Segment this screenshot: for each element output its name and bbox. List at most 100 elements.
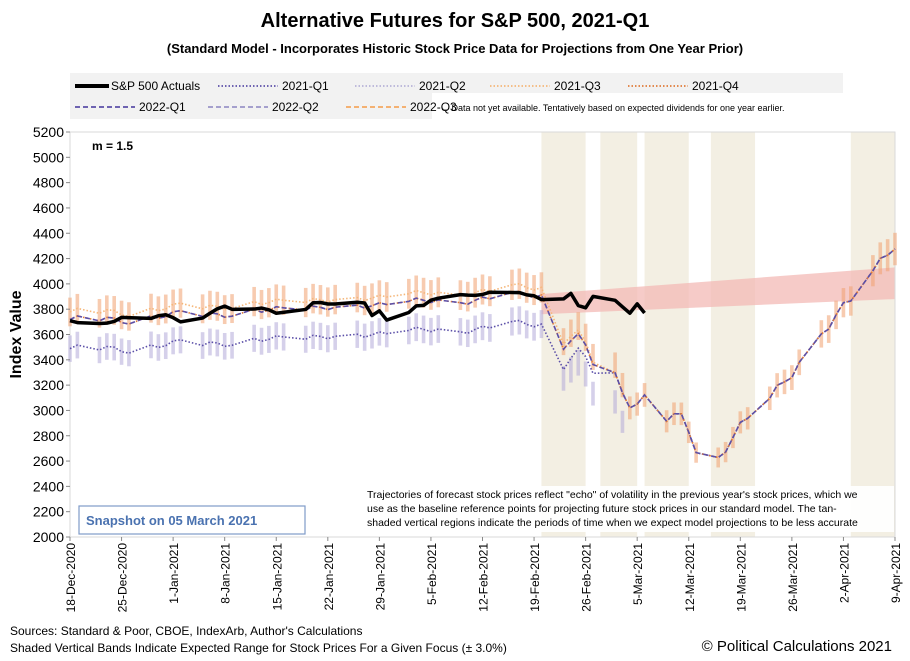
focus-range-bar <box>465 319 470 348</box>
focus-range-bar <box>259 327 264 355</box>
focus-range-bar <box>569 319 573 347</box>
x-tick-label: 15-Jan-2021 <box>270 543 284 611</box>
annotation-line: shaded vertical regions indicate the per… <box>367 517 858 529</box>
y-tick-label: 4600 <box>33 200 64 216</box>
focus-range-bar <box>613 390 617 414</box>
focus-range-bar <box>458 318 463 346</box>
focus-range-bar <box>333 284 337 315</box>
focus-range-bar <box>620 410 625 433</box>
y-tick-label: 3800 <box>33 301 64 317</box>
focus-range-bar <box>208 290 212 320</box>
focus-range-bar <box>591 343 595 370</box>
annotation-line: use as the baseline reference points for… <box>367 503 837 515</box>
tan-region-2 <box>644 132 689 537</box>
series-sp500-actuals <box>69 290 646 326</box>
legend-label-2022-Q3: 2022-Q3 <box>410 100 457 114</box>
y-tick-label: 4000 <box>33 276 64 292</box>
x-tick-label: 9-Apr-2021 <box>889 543 903 603</box>
focus-range-bar <box>97 298 102 328</box>
focus-range-bar <box>414 275 419 306</box>
focus-range-bar <box>208 328 212 356</box>
focus-range-bar <box>318 285 323 315</box>
series-2022-Q1 <box>69 248 896 459</box>
snapshot-box <box>78 505 306 535</box>
legend-background <box>70 73 843 93</box>
y-tick-label: 3000 <box>33 402 64 418</box>
focus-range-bar <box>178 326 183 354</box>
legend-background-row2 <box>70 93 432 119</box>
focus-range-bar <box>326 287 330 317</box>
focus-range-bar <box>362 323 367 351</box>
focus-range-bar <box>524 272 529 303</box>
tan-region-4 <box>850 132 895 537</box>
focus-range-bar <box>569 357 573 383</box>
x-tick-label: 8-Jan-2021 <box>219 543 233 604</box>
x-tick-label: 29-Jan-2021 <box>373 543 387 611</box>
copyright: © Political Calculations 2021 <box>701 638 892 655</box>
focus-range-bar <box>480 274 485 305</box>
legend-label-2022-Q1: 2022-Q1 <box>139 100 186 114</box>
focus-range-bar <box>326 325 330 353</box>
focus-range-bar <box>156 296 161 326</box>
focus-range-bar <box>517 268 522 299</box>
snapshot-label: Snapshot on 05 March 2021 <box>86 513 257 528</box>
tan-region-3 <box>710 132 756 537</box>
bands-note: Shaded Vertical Bands Indicate Expected … <box>10 641 507 655</box>
legend-label-2021-Q3: 2021-Q3 <box>554 79 601 93</box>
focus-range-bar <box>222 332 227 360</box>
focus-range-bar <box>318 322 323 351</box>
focus-range-bar <box>333 322 337 350</box>
focus-range-bar <box>281 323 286 351</box>
focus-range-bar <box>119 338 124 365</box>
y-tick-label: 4400 <box>33 225 64 241</box>
x-tick-label: 26-Mar-2021 <box>786 543 800 612</box>
tan-region-1 <box>600 132 638 537</box>
legend-label-S&P 500 Actuals: S&P 500 Actuals <box>111 79 200 93</box>
focus-range-bar <box>407 278 411 309</box>
focus-range-bar <box>407 316 411 345</box>
focus-range-bar <box>215 329 220 357</box>
focus-range-bar <box>488 314 492 342</box>
focus-range-bar <box>561 365 566 391</box>
focus-range-bar <box>524 310 529 339</box>
y-tick-label: 2000 <box>33 529 64 545</box>
focus-range-bar <box>716 447 721 468</box>
x-tick-label: 1-Jan-2021 <box>167 543 181 604</box>
focus-range-bar <box>370 321 374 349</box>
focus-range-bar <box>303 325 308 353</box>
focus-range-bar <box>583 361 588 387</box>
focus-range-bar <box>252 286 256 317</box>
x-tick-label: 26-Feb-2021 <box>580 543 594 612</box>
focus-range-bar <box>362 285 367 316</box>
focus-range-bar <box>97 336 102 364</box>
focus-range-bar <box>68 297 72 327</box>
x-tick-label: 2-Apr-2021 <box>837 543 851 603</box>
annotation-line: Trajectories of forecast stock prices re… <box>367 489 858 501</box>
focus-range-bar <box>149 293 153 323</box>
legend-note: ← Data not yet available. Tentatively ba… <box>440 103 785 113</box>
focus-range-bar <box>421 315 426 344</box>
y-tick-label: 4200 <box>33 251 64 267</box>
annotation-bg <box>364 486 894 532</box>
y-tick-label: 2800 <box>33 428 64 444</box>
focus-range-bar <box>480 312 485 341</box>
focus-range-bar <box>583 323 588 351</box>
focus-range-bar <box>274 322 279 350</box>
focus-range-bar <box>281 285 286 315</box>
focus-range-bar <box>790 365 794 390</box>
y-tick-label: 2400 <box>33 478 64 494</box>
y-tick-label: 2200 <box>33 504 64 520</box>
x-tick-label: 22-Jan-2021 <box>322 543 336 611</box>
focus-range-bar <box>414 313 419 342</box>
focus-range-bar <box>156 334 161 361</box>
focus-range-bar <box>591 381 595 406</box>
focus-range-bar <box>171 327 175 355</box>
x-tick-label: 12-Mar-2021 <box>683 543 697 612</box>
focus-range-bar <box>377 280 382 311</box>
focus-range-bar <box>259 289 264 320</box>
focus-range-bar <box>149 331 153 359</box>
x-tick-label: 25-Dec-2020 <box>116 543 130 613</box>
y-tick-label: 5200 <box>33 124 64 140</box>
x-tick-label: 5-Feb-2021 <box>425 543 439 605</box>
